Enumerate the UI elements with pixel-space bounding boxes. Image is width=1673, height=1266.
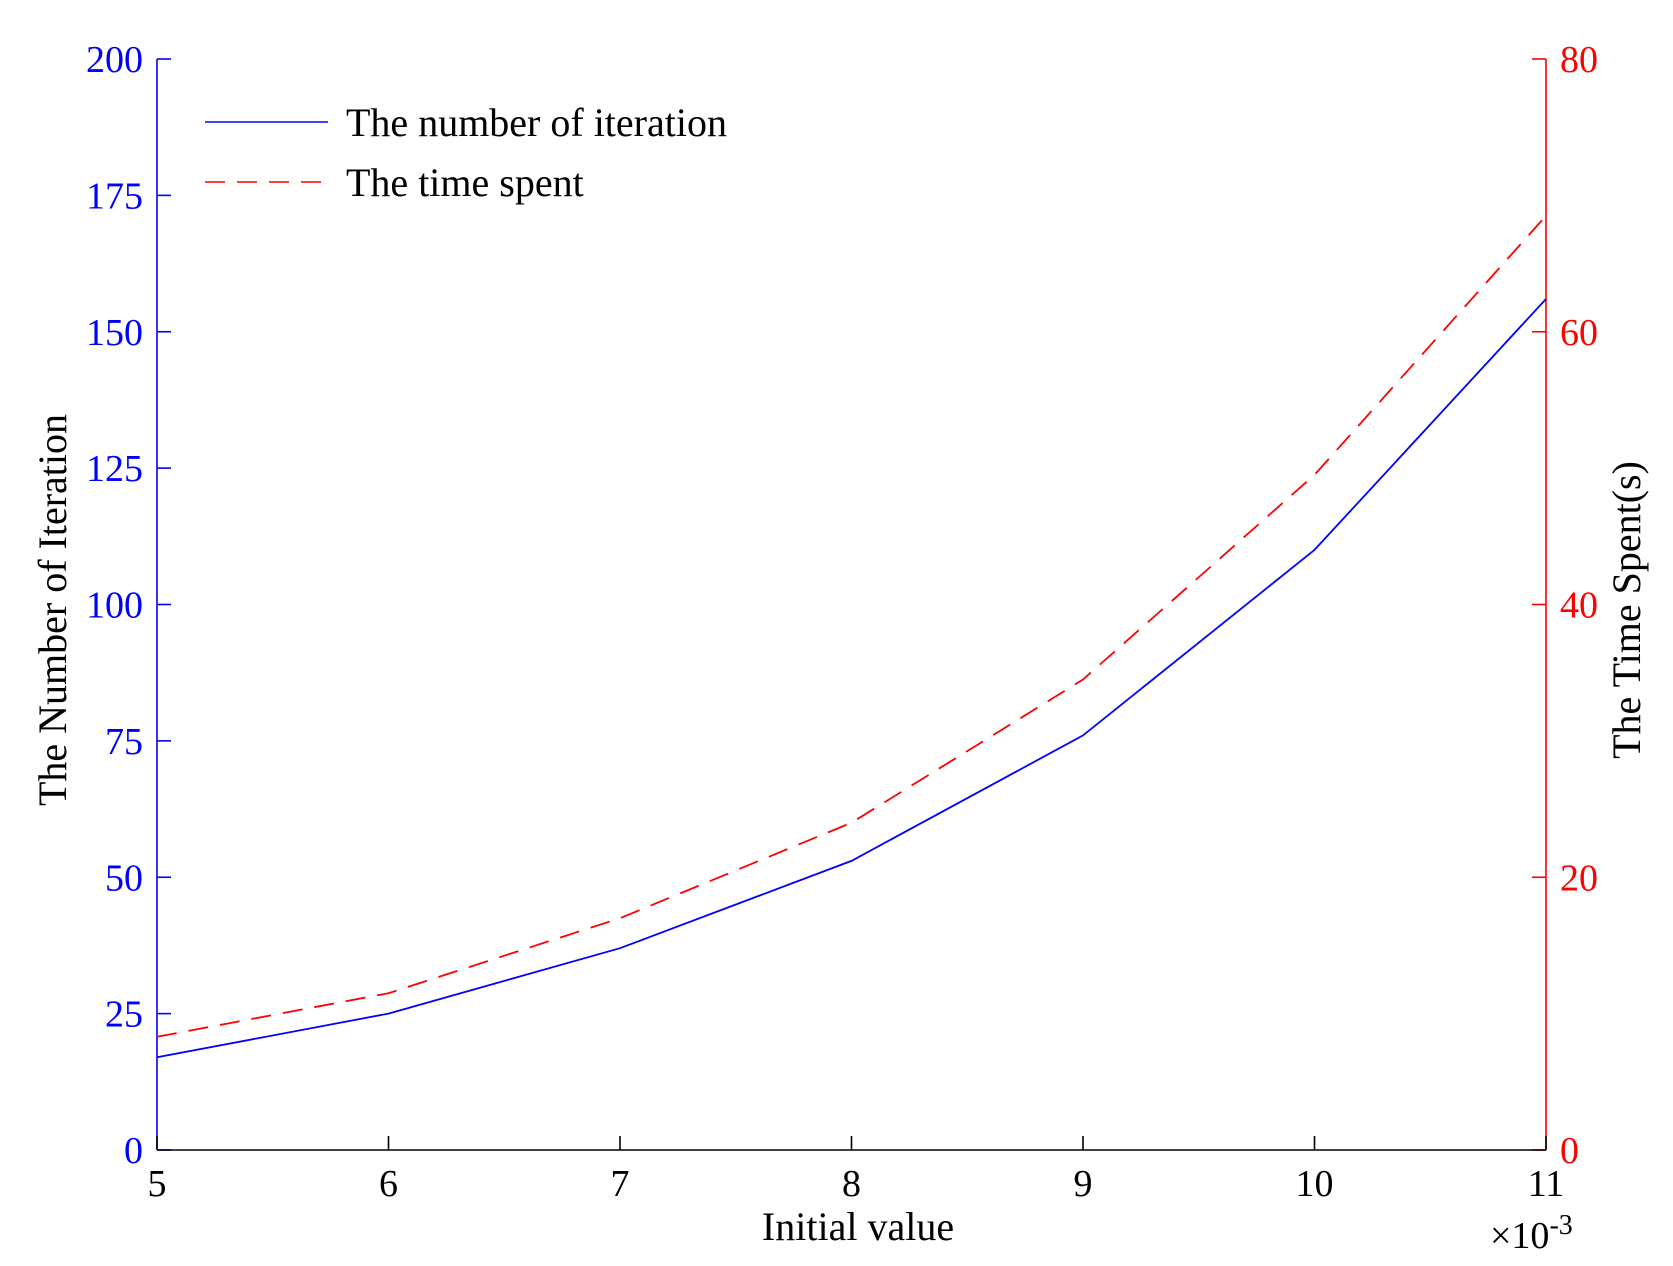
x-tick-label-5: 10 (1296, 1163, 1334, 1205)
right-tick-label-2: 40 (1560, 585, 1598, 627)
x-tick-label-3: 8 (842, 1163, 861, 1205)
left-tick-label-8: 200 (86, 39, 143, 81)
left-tick-label-3: 75 (105, 721, 143, 763)
left-y-axis-title: The Number of Iteration (30, 414, 75, 806)
x-axis-multiplier-base: ×10 (1490, 1215, 1549, 1257)
right-tick-label-1: 20 (1560, 857, 1598, 899)
series-layer (156, 215, 1547, 1059)
x-tick-label-4: 9 (1074, 1163, 1093, 1205)
left-tick-label-1: 25 (105, 994, 143, 1036)
legend-label-time: The time spent (346, 160, 584, 205)
left-tick-label-4: 100 (86, 585, 143, 627)
x-axis-title: Initial value (762, 1204, 954, 1249)
series-line-1 (156, 215, 1547, 1038)
left-y-axis: 0 25 50 75 100 125 150 175 200 (86, 39, 171, 1172)
right-y-axis-title: The Time Spent(s) (1604, 461, 1649, 759)
x-tick-label-6: 11 (1528, 1163, 1565, 1205)
x-tick-label-2: 7 (611, 1163, 630, 1205)
right-y-axis: 0 20 40 60 80 (1532, 39, 1598, 1172)
x-axis-multiplier: ×10-3 (1490, 1210, 1573, 1257)
left-tick-label-2: 50 (105, 857, 143, 899)
legend-label-iteration: The number of iteration (346, 100, 727, 145)
series-line-0 (156, 298, 1547, 1059)
left-tick-label-5: 125 (86, 448, 143, 490)
x-axis: 5 6 7 8 9 10 11 (148, 1136, 1565, 1205)
legend: The number of iteration The time spent (205, 100, 727, 205)
left-tick-label-6: 150 (86, 312, 143, 354)
right-tick-label-4: 80 (1560, 39, 1598, 81)
left-tick-label-7: 175 (86, 175, 143, 217)
x-axis-multiplier-exponent: -3 (1549, 1210, 1572, 1241)
left-tick-label-0: 0 (124, 1130, 143, 1172)
x-tick-label-0: 5 (148, 1163, 167, 1205)
x-tick-label-1: 6 (379, 1163, 398, 1205)
right-tick-label-0: 0 (1560, 1130, 1579, 1172)
right-tick-label-3: 60 (1560, 312, 1598, 354)
